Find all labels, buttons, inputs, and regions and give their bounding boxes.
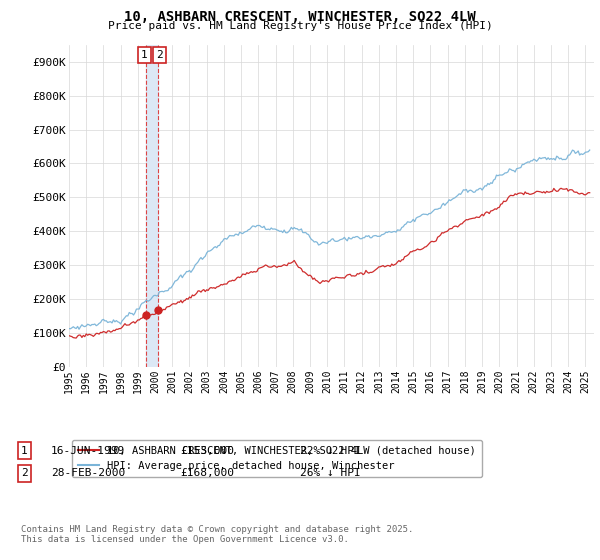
Text: 1: 1 [21, 446, 28, 456]
Text: £168,000: £168,000 [180, 468, 234, 478]
Text: 22% ↓ HPI: 22% ↓ HPI [300, 446, 361, 456]
Text: 26% ↓ HPI: 26% ↓ HPI [300, 468, 361, 478]
Text: 16-JUN-1999: 16-JUN-1999 [51, 446, 125, 456]
Text: £153,000: £153,000 [180, 446, 234, 456]
Text: 1: 1 [141, 50, 148, 60]
Text: 10, ASHBARN CRESCENT, WINCHESTER, SO22 4LW: 10, ASHBARN CRESCENT, WINCHESTER, SO22 4… [124, 10, 476, 24]
Text: 2: 2 [156, 50, 163, 60]
Text: Contains HM Land Registry data © Crown copyright and database right 2025.
This d: Contains HM Land Registry data © Crown c… [21, 525, 413, 544]
Text: Price paid vs. HM Land Registry's House Price Index (HPI): Price paid vs. HM Land Registry's House … [107, 21, 493, 31]
Text: 2: 2 [21, 468, 28, 478]
Text: 28-FEB-2000: 28-FEB-2000 [51, 468, 125, 478]
Bar [146, 45, 158, 367]
Legend: 10, ASHBARN CRESCENT, WINCHESTER, SO22 4LW (detached house), HPI: Average price,: 10, ASHBARN CRESCENT, WINCHESTER, SO22 4… [71, 440, 482, 477]
